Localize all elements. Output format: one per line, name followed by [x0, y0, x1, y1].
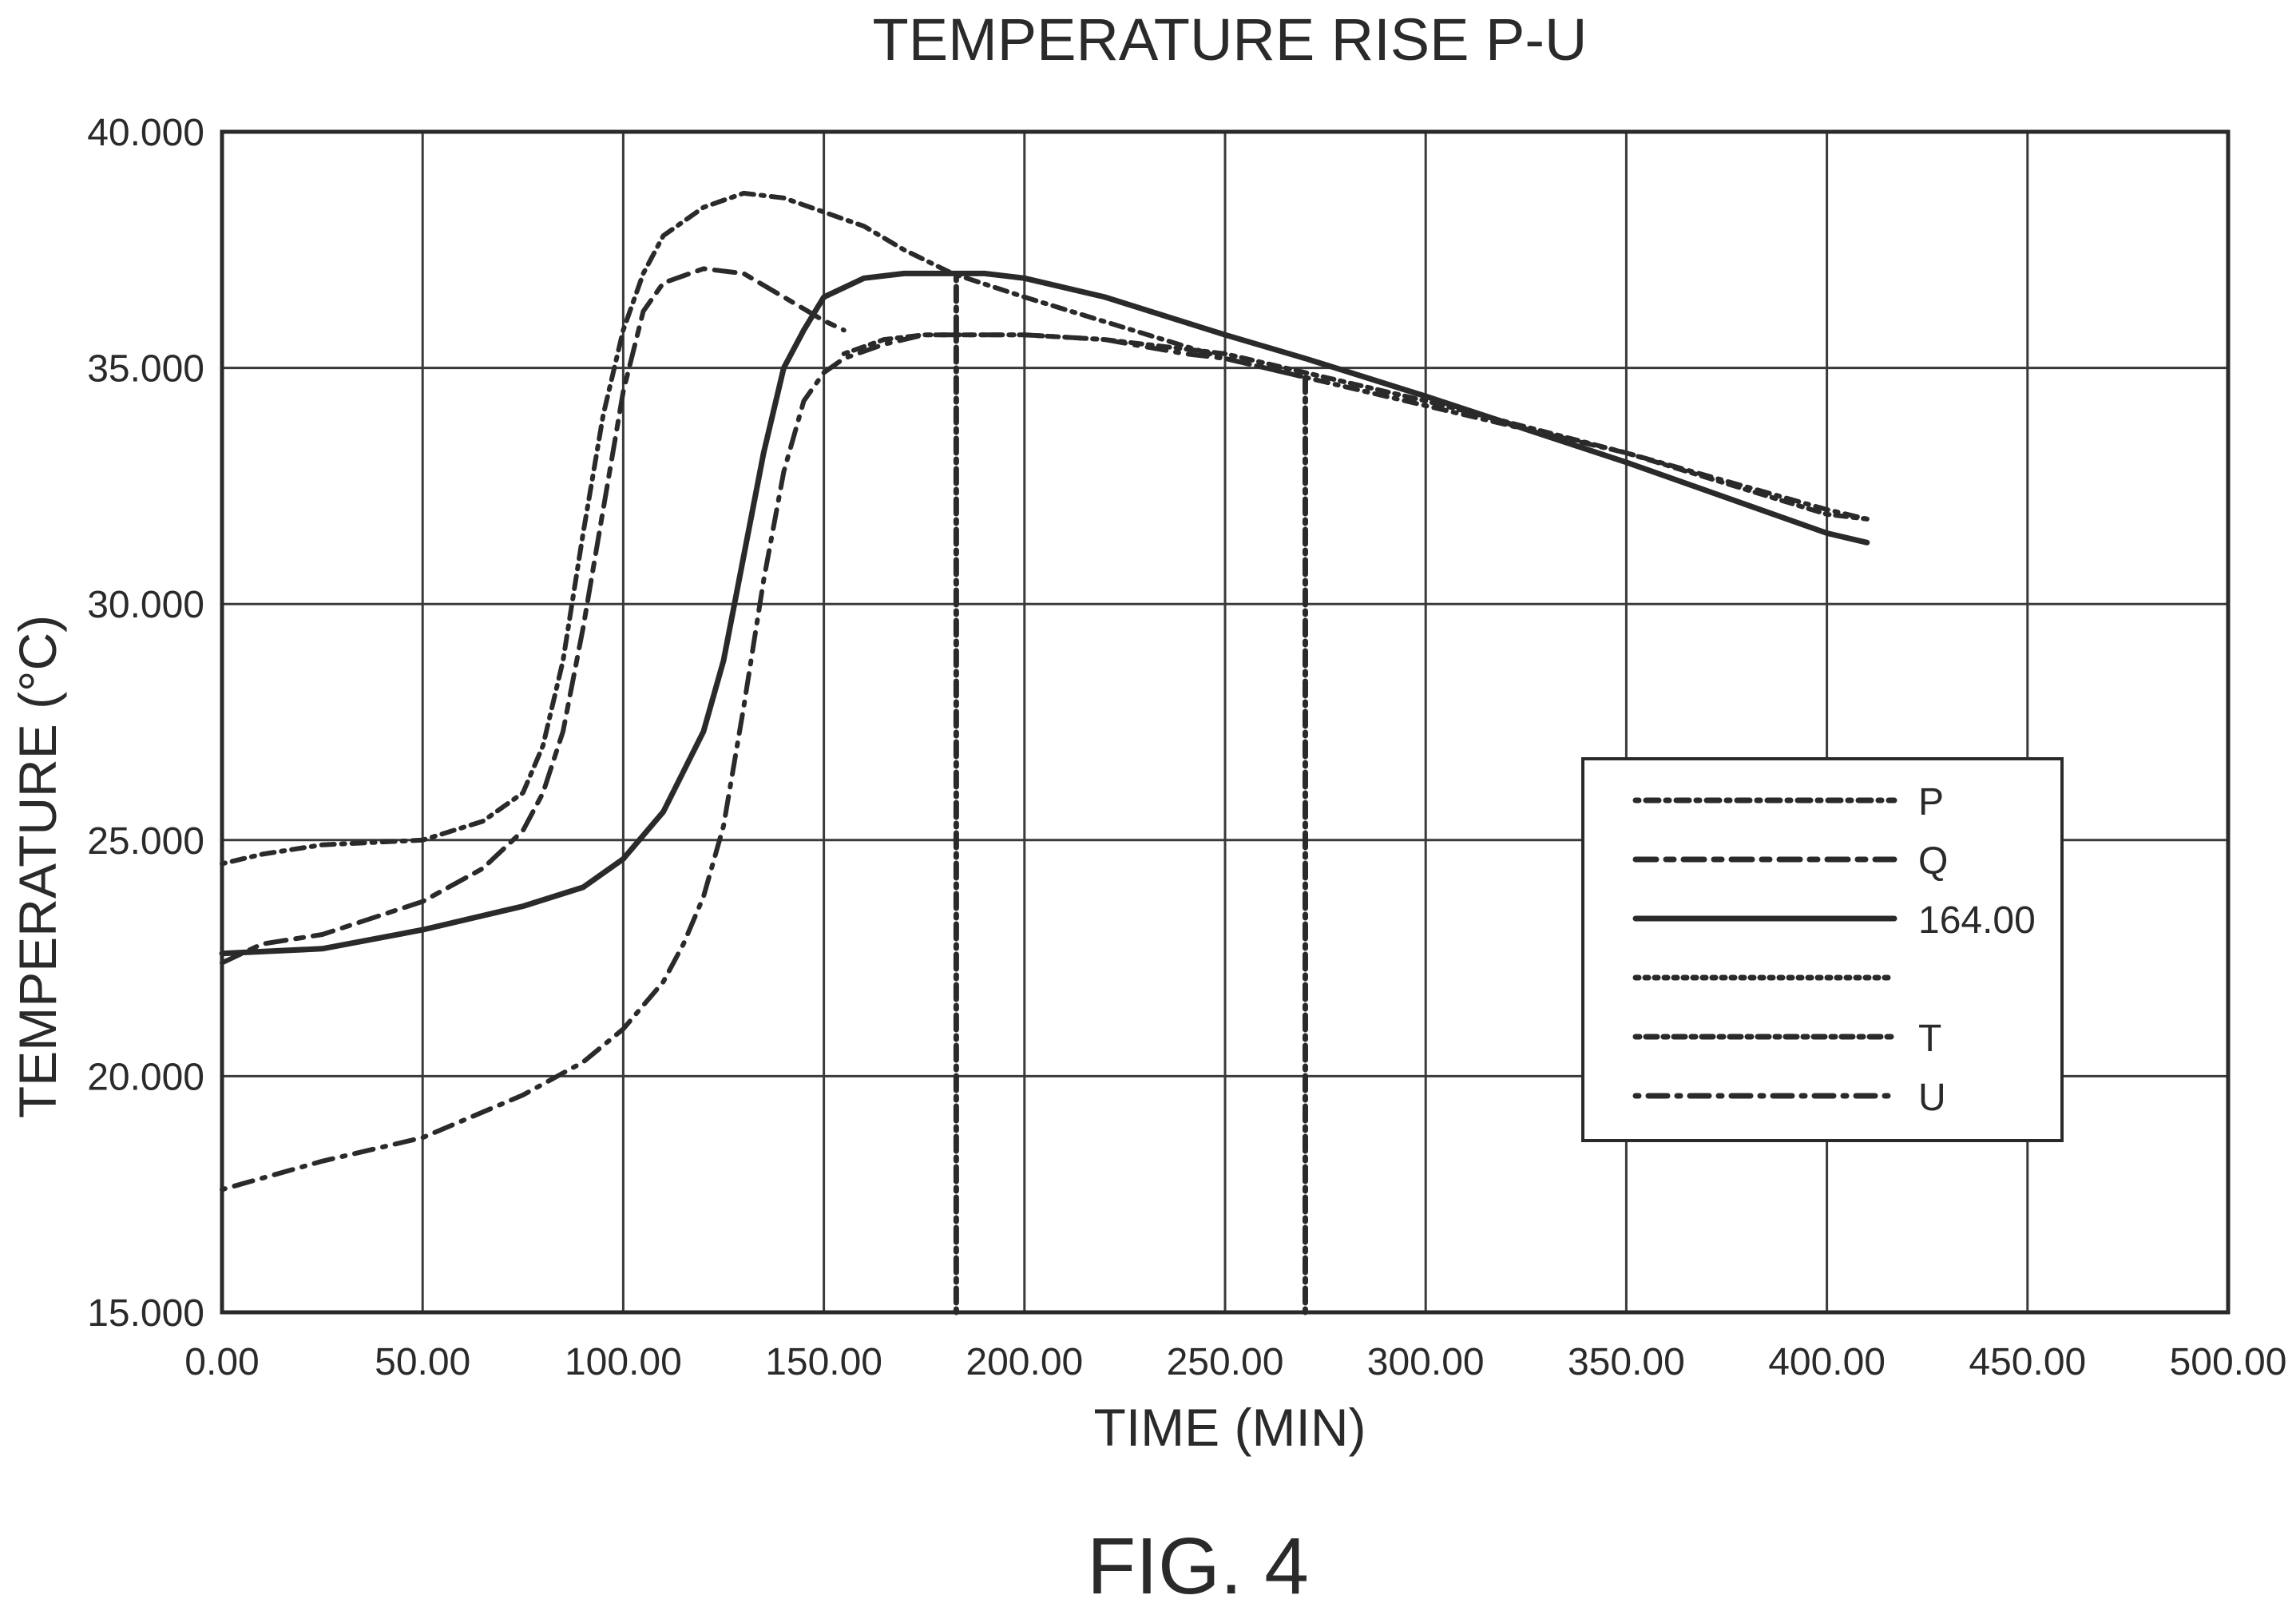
- series-line-q: [220, 266, 847, 966]
- legend-label: T: [1918, 1018, 1941, 1060]
- y-tick-label: 15.000: [87, 1292, 204, 1335]
- y-tick-label: 40.000: [87, 112, 204, 154]
- legend-label: U: [1918, 1077, 1946, 1119]
- x-tick-label: 450.00: [1969, 1341, 2086, 1383]
- y-axis-label: TEMPERATURE (°C): [8, 615, 67, 1118]
- chart-title: TEMPERATURE RISE P-U: [873, 6, 1588, 73]
- legend-label: P: [1918, 781, 1944, 823]
- y-tick-label: 20.000: [87, 1056, 204, 1098]
- x-tick-label: 0.00: [184, 1341, 259, 1383]
- x-tick-label: 500.00: [2170, 1341, 2287, 1383]
- legend: PQ 164.00 TU: [1581, 757, 2064, 1142]
- plot-frame: [220, 129, 2231, 1315]
- x-tick-label: 150.00: [765, 1341, 882, 1383]
- y-tick-label: 25.000: [87, 820, 204, 863]
- y-tick-label: 35.000: [87, 348, 204, 391]
- x-tick-label: 200.00: [966, 1341, 1083, 1383]
- x-tick-label: 300.00: [1367, 1341, 1485, 1383]
- legend-label: Q: [1918, 840, 1948, 883]
- x-tick-label: 350.00: [1568, 1341, 1685, 1383]
- series-line-164-00: [219, 270, 1870, 957]
- x-tick-label: 400.00: [1768, 1341, 1886, 1383]
- tick-labels: 0.00 50.00 100.00 150.00 200.00 250.00 300.00 3…: [87, 112, 2286, 1383]
- x-tick-label: 50.00: [375, 1341, 470, 1383]
- series-line-u: [220, 332, 1308, 1192]
- y-tick-label: 30.000: [87, 584, 204, 626]
- figure-label: FIG. 4: [1087, 1522, 1309, 1611]
- legend-label: 164.00: [1918, 899, 2036, 942]
- x-tick-label: 100.00: [565, 1341, 682, 1383]
- x-axis-label: TIME (MIN): [1094, 1398, 1366, 1457]
- series-lines: [219, 190, 1870, 1192]
- legend-box: [1581, 757, 2064, 1142]
- vertical-markers: [953, 270, 1308, 1315]
- legend-items: PQ 164.00 TU: [1632, 781, 2036, 1119]
- x-tick-label: 250.00: [1167, 1341, 1284, 1383]
